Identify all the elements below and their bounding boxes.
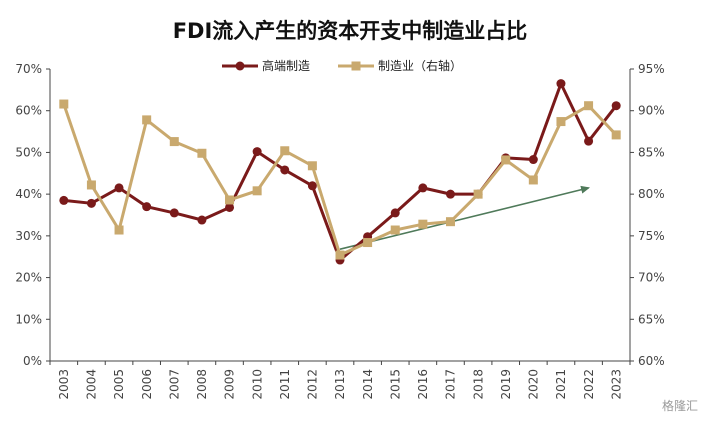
x-tick-label: 2007 bbox=[167, 369, 181, 400]
y-left-tick-label: 40% bbox=[15, 187, 42, 201]
x-tick-label: 2020 bbox=[527, 369, 541, 400]
legend-marker-1 bbox=[351, 61, 361, 71]
legend-marker-0 bbox=[235, 61, 245, 71]
series-0-point bbox=[225, 202, 235, 212]
series-0-point bbox=[169, 208, 179, 218]
series-1-point bbox=[611, 130, 621, 140]
series-1-point bbox=[197, 148, 207, 158]
y-right-tick-label: 90% bbox=[638, 104, 665, 118]
x-tick-label: 2008 bbox=[195, 369, 209, 400]
trend-arrow bbox=[339, 185, 591, 250]
series-1-point bbox=[584, 101, 594, 111]
y-right-tick-label: 95% bbox=[638, 62, 665, 76]
series-0-point bbox=[556, 79, 566, 89]
legend: 高端制造 制造业（右轴） bbox=[222, 58, 462, 73]
series-1-point bbox=[445, 217, 455, 227]
y-right-tick-label: 65% bbox=[638, 312, 665, 326]
series-0-point bbox=[114, 183, 124, 193]
annotation bbox=[339, 185, 591, 250]
series-1-point bbox=[280, 146, 290, 156]
x-tick-label: 2023 bbox=[609, 369, 623, 400]
x-tick-label: 2009 bbox=[223, 369, 237, 400]
series-1-point bbox=[307, 161, 317, 171]
series-1-point bbox=[418, 219, 428, 229]
x-tick-label: 2014 bbox=[361, 369, 375, 400]
x-tick-label: 2022 bbox=[582, 369, 596, 400]
x-tick-label: 2005 bbox=[112, 369, 126, 400]
x-tick-label: 2021 bbox=[554, 369, 568, 400]
series-1-point bbox=[335, 250, 345, 260]
series-1-point bbox=[473, 189, 483, 199]
series-0-point bbox=[86, 198, 96, 208]
x-tick-label: 2016 bbox=[416, 369, 430, 400]
series-1-point bbox=[501, 155, 511, 165]
series-0-point bbox=[252, 147, 262, 157]
x-tick-label: 2006 bbox=[140, 369, 154, 400]
series-0-point bbox=[584, 136, 594, 146]
series-1-point bbox=[225, 195, 235, 205]
chart-title: FDI流入产生的资本开支中制造业占比 bbox=[173, 19, 528, 43]
x-tick-label: 2019 bbox=[499, 369, 513, 400]
series-0-point bbox=[611, 101, 621, 111]
series-1-point bbox=[169, 137, 179, 147]
legend-label-0: 高端制造 bbox=[262, 58, 310, 73]
x-tick-label: 2017 bbox=[444, 369, 458, 400]
y-right-tick-label: 60% bbox=[638, 354, 665, 368]
x-tick-label: 2010 bbox=[250, 369, 264, 400]
series-1-point bbox=[390, 225, 400, 235]
y-left-tick-label: 0% bbox=[23, 354, 42, 368]
series-1-point bbox=[114, 225, 124, 235]
series-1-point bbox=[556, 117, 566, 127]
series-0-point bbox=[528, 155, 538, 165]
series-1-point bbox=[86, 180, 96, 190]
y-left-tick-label: 30% bbox=[15, 229, 42, 243]
series-0-point bbox=[445, 189, 455, 199]
watermark: 格隆汇 bbox=[662, 398, 698, 413]
series-0-point bbox=[390, 208, 400, 218]
x-tick-label: 2003 bbox=[57, 369, 71, 400]
x-tick-label: 2018 bbox=[471, 369, 485, 400]
x-tick-label: 2012 bbox=[306, 369, 320, 400]
y-left-tick-label: 20% bbox=[15, 271, 42, 285]
series-1-point bbox=[252, 186, 262, 196]
legend-label-1: 制造业（右轴） bbox=[378, 58, 462, 73]
y-left-tick-label: 70% bbox=[15, 62, 42, 76]
x-tick-label: 2013 bbox=[333, 369, 347, 400]
y-left-tick-label: 50% bbox=[15, 145, 42, 159]
series-0-point bbox=[418, 183, 428, 193]
y-left-tick-label: 10% bbox=[15, 312, 42, 326]
y-right-tick-label: 70% bbox=[638, 271, 665, 285]
y-left-tick-label: 60% bbox=[15, 104, 42, 118]
plot-area bbox=[59, 79, 621, 265]
y-right-tick-label: 85% bbox=[638, 145, 665, 159]
series-0-point bbox=[280, 165, 290, 175]
series-0-point bbox=[197, 215, 207, 225]
y-right-tick-label: 75% bbox=[638, 229, 665, 243]
series-1-point bbox=[59, 99, 69, 109]
series-1-point bbox=[142, 115, 152, 125]
x-tick-label: 2011 bbox=[278, 369, 292, 400]
series-1-point bbox=[363, 238, 373, 248]
series-0-point bbox=[307, 181, 317, 191]
y-right-tick-label: 80% bbox=[638, 187, 665, 201]
series-0-point bbox=[59, 195, 69, 205]
series-1-point bbox=[528, 175, 538, 185]
series-0-point bbox=[142, 202, 152, 212]
axes: 0% 10% 20% 30% 40% 50% 60% 70% 60% 65% 70% 75% 80% 85… bbox=[15, 62, 664, 400]
series-line-0 bbox=[63, 82, 618, 262]
x-tick-label: 2004 bbox=[85, 369, 99, 400]
x-tick-label: 2015 bbox=[388, 369, 402, 400]
